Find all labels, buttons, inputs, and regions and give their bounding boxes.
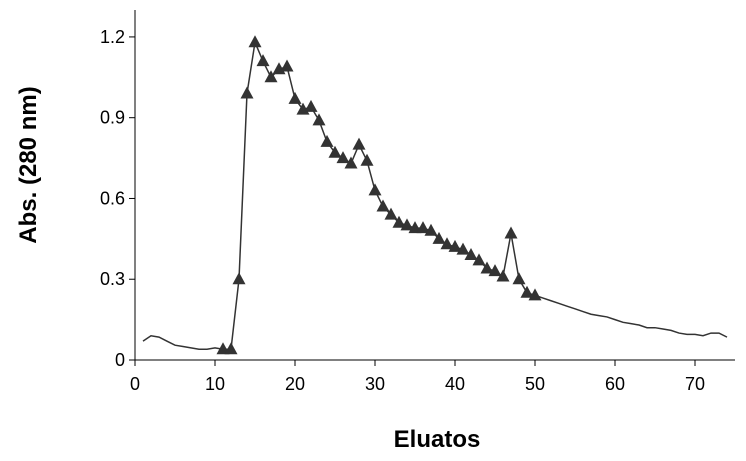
data-line: [223, 39, 536, 350]
y-axis-title: Abs. (280 nm): [15, 86, 42, 243]
y-tick-label: 1.2: [100, 27, 125, 47]
triangle-marker: [320, 134, 334, 147]
y-tick-label: 0.3: [100, 269, 125, 289]
triangle-marker: [376, 199, 390, 212]
triangle-marker: [488, 264, 502, 277]
x-tick-label: 50: [525, 374, 545, 394]
x-tick-label: 0: [130, 374, 140, 394]
triangle-marker: [312, 113, 326, 126]
x-tick-label: 20: [285, 374, 305, 394]
triangle-marker: [248, 35, 262, 48]
triangle-marker: [264, 70, 278, 83]
triangle-marker: [360, 153, 374, 166]
triangle-marker: [232, 272, 246, 285]
triangle-marker: [368, 183, 382, 196]
data-line: [142, 334, 224, 350]
y-tick-label: 0.6: [100, 188, 125, 208]
x-tick-label: 10: [205, 374, 225, 394]
triangle-marker: [528, 288, 542, 301]
triangle-marker: [432, 231, 446, 244]
triangle-marker: [224, 342, 238, 355]
triangle-marker: [520, 285, 534, 298]
triangle-marker: [240, 86, 254, 99]
triangle-marker: [504, 226, 518, 239]
x-axis-title: Eluatos: [394, 426, 481, 453]
x-tick-label: 70: [685, 374, 705, 394]
triangle-marker: [344, 156, 358, 169]
triangle-marker: [416, 221, 430, 234]
triangle-marker: [456, 242, 470, 255]
triangle-marker: [288, 91, 302, 104]
triangle-marker: [304, 99, 318, 112]
data-line: [534, 294, 728, 338]
triangle-marker: [384, 207, 398, 220]
triangle-marker: [464, 248, 478, 260]
y-tick-label: 0.9: [100, 108, 125, 128]
x-tick-label: 60: [605, 374, 625, 394]
triangle-marker: [400, 218, 414, 231]
triangle-marker: [448, 239, 462, 252]
triangle-marker: [392, 215, 406, 228]
triangle-marker: [512, 272, 526, 285]
triangle-marker: [480, 261, 494, 274]
triangle-marker: [328, 145, 342, 158]
triangle-marker: [352, 137, 366, 150]
triangle-marker: [496, 269, 510, 282]
triangle-marker: [424, 223, 438, 236]
x-tick-label: 40: [445, 374, 465, 394]
triangle-marker: [336, 151, 350, 164]
triangle-marker: [256, 54, 270, 67]
triangle-marker: [472, 253, 486, 266]
y-tick-label: 0: [115, 350, 125, 370]
x-tick-label: 30: [365, 374, 385, 394]
triangle-marker: [280, 59, 294, 72]
triangle-marker: [440, 237, 454, 250]
